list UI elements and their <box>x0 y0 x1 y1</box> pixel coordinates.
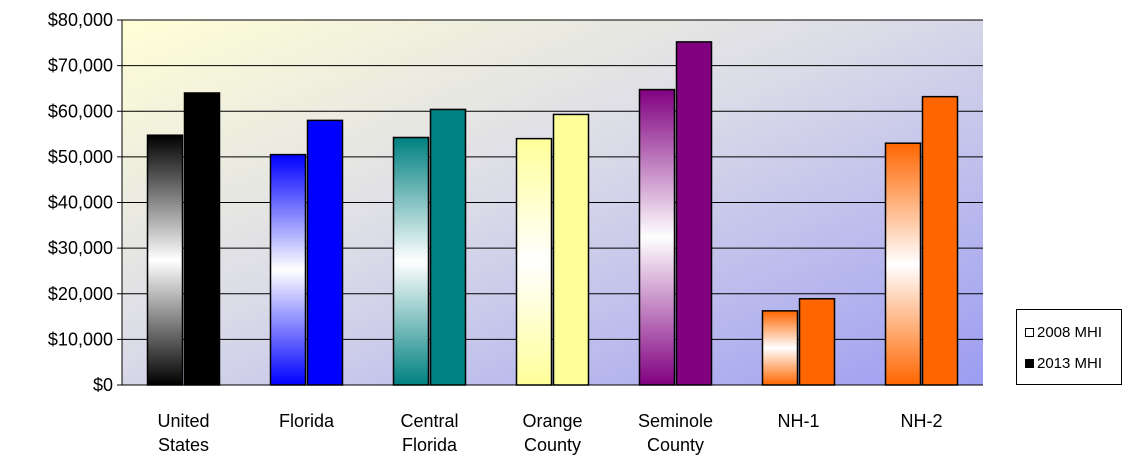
bar-2008-3 <box>515 137 553 386</box>
bar-2008-0 <box>146 134 184 386</box>
bar-2013-3 <box>552 113 590 386</box>
y-tick-label: $10,000 <box>48 329 113 349</box>
x-tick-label: NH-1 <box>777 411 819 431</box>
y-tick-labels: $0 $10,000 $20,000 $30,000 $40,000 $50,000 $60… <box>48 10 113 395</box>
y-tick-label: $20,000 <box>48 284 113 304</box>
legend-swatch-2008 <box>1025 327 1034 337</box>
x-tick-label: Florida <box>402 435 458 455</box>
y-tick-label: $50,000 <box>48 147 113 167</box>
x-tick-label: Orange <box>522 411 582 431</box>
bar-2013-6 <box>921 95 959 386</box>
x-tick-label: NH-2 <box>900 411 942 431</box>
bar-2013-1 <box>306 119 344 386</box>
bar-2013-4 <box>675 41 713 386</box>
legend-label-2013: 2013 MHI <box>1037 354 1103 372</box>
bar-2008-6 <box>884 142 922 386</box>
y-tick-label: $60,000 <box>48 101 113 121</box>
bar-2013-5 <box>798 298 836 386</box>
gridlines <box>122 19 983 340</box>
legend-item-2008: 2008 MHI <box>1025 322 1102 342</box>
x-tick-label: Florida <box>279 411 335 431</box>
bar-2013-2 <box>429 108 467 386</box>
y-tick-label: $0 <box>93 375 113 395</box>
x-tick-label: United <box>157 411 209 431</box>
bar-2008-1 <box>269 153 307 386</box>
bars <box>146 41 959 386</box>
y-tick-label: $70,000 <box>48 56 113 76</box>
x-tick-label: Seminole <box>638 411 713 431</box>
x-tick-label: County <box>647 435 704 455</box>
x-tick-label: States <box>158 435 209 455</box>
bar-2008-4 <box>638 88 676 386</box>
legend-label-2008: 2008 MHI <box>1037 323 1103 341</box>
x-tick-label: Central <box>400 411 458 431</box>
y-tick-label: $40,000 <box>48 193 113 213</box>
y-tick-label: $30,000 <box>48 238 113 258</box>
bar-2008-5 <box>761 310 799 386</box>
x-tick-labels: United States Florida Central Florida Orange C… <box>157 411 942 455</box>
bar-2008-2 <box>392 136 430 386</box>
y-tick-label: $80,000 <box>48 10 113 30</box>
axes <box>117 19 983 386</box>
legend: 2008 MHI 2013 MHI <box>1016 309 1122 385</box>
bar-2013-0 <box>183 92 221 386</box>
x-tick-label: County <box>524 435 581 455</box>
legend-item-2013: 2013 MHI <box>1025 353 1102 373</box>
legend-swatch-2013 <box>1025 358 1034 368</box>
